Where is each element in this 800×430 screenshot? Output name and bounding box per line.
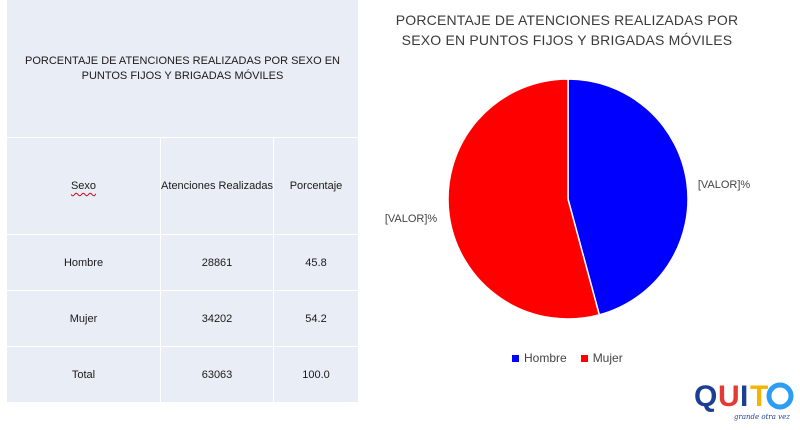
- table-cell: 100.0: [302, 368, 330, 381]
- header-cell-porcentaje: Porcentaje: [289, 180, 343, 192]
- table-cell: 63063: [201, 368, 233, 381]
- table-cell: 54.2: [305, 312, 327, 325]
- table-title: PORCENTAJE DE ATENCIONES REALIZADAS POR …: [25, 54, 340, 82]
- svg-text:U: U: [718, 380, 740, 413]
- table-cell: Total: [71, 368, 96, 381]
- legend-label: Mujer: [592, 351, 623, 365]
- pie-data-label: [VALOR]%: [698, 179, 751, 191]
- svg-text:T: T: [750, 380, 768, 413]
- table-divider: [7, 137, 358, 138]
- header-cell-sexo: Sexo: [7, 138, 160, 234]
- header-label: Sexo: [70, 180, 97, 192]
- pie-slice-hombre: [567, 78, 689, 316]
- quito-logo: Q U I T grande otra vez: [694, 380, 794, 421]
- table-cell: Mujer: [69, 312, 98, 325]
- table-cell: 45.8: [305, 256, 327, 269]
- pie-data-label: [VALOR]%: [385, 213, 438, 225]
- table-cell: 28861: [201, 256, 233, 269]
- header-cell-atenciones: Atenciones Realizadas: [161, 180, 273, 192]
- legend-item-mujer: Mujer: [580, 351, 623, 365]
- table-divider: [273, 137, 274, 402]
- pie-slice-mujer: [447, 78, 601, 320]
- table-divider: [7, 234, 358, 235]
- legend-swatch: [580, 354, 588, 362]
- svg-text:grande otra vez: grande otra vez: [734, 413, 790, 421]
- chart-title: PORCENTAJE DE ATENCIONES REALIZADAS POR …: [395, 12, 739, 48]
- table-cell: 34202: [201, 312, 233, 325]
- legend-swatch: [512, 354, 519, 362]
- svg-text:I: I: [740, 380, 748, 413]
- legend-label: Hombre: [524, 351, 567, 365]
- data-table: PORCENTAJE DE ATENCIONES REALIZADAS POR …: [7, 0, 358, 402]
- svg-text:Q: Q: [694, 380, 717, 413]
- table-divider: [7, 290, 358, 291]
- table-divider: [7, 346, 358, 347]
- table-cell: Hombre: [63, 256, 104, 269]
- table-divider: [160, 137, 161, 402]
- legend-item-hombre: Hombre: [512, 351, 567, 365]
- chart-legend: Hombre Mujer: [512, 351, 623, 365]
